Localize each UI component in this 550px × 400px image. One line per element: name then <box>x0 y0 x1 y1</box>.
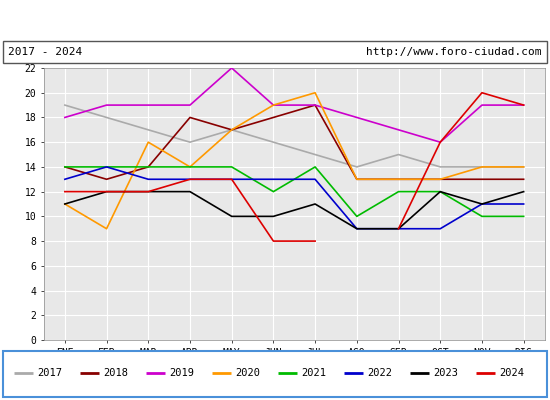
Text: 2018: 2018 <box>103 368 128 378</box>
Text: Evolucion del paro registrado en Pozoantiguo: Evolucion del paro registrado en Pozoant… <box>91 13 459 27</box>
FancyBboxPatch shape <box>3 350 547 398</box>
Text: 2022: 2022 <box>367 368 392 378</box>
Text: http://www.foro-ciudad.com: http://www.foro-ciudad.com <box>366 47 542 57</box>
Text: 2021: 2021 <box>301 368 326 378</box>
Text: 2017: 2017 <box>37 368 62 378</box>
Text: 2017 - 2024: 2017 - 2024 <box>8 47 82 57</box>
FancyBboxPatch shape <box>3 41 547 63</box>
Text: 2024: 2024 <box>499 368 524 378</box>
Text: 2023: 2023 <box>433 368 458 378</box>
Text: 2019: 2019 <box>169 368 194 378</box>
Text: 2020: 2020 <box>235 368 260 378</box>
